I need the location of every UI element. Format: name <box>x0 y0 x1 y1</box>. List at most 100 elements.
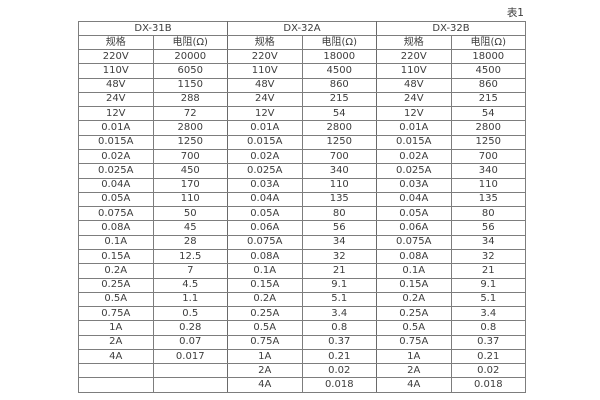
resistance-cell: 6050 <box>152 63 228 79</box>
spec-cell: 2A <box>78 334 154 350</box>
table-row: 2A 0.02 2A 0.02 <box>78 363 527 379</box>
resistance-cell: 32 <box>301 248 378 265</box>
spec-cell: 0.06A <box>376 220 452 236</box>
spec-cell: 12V <box>78 106 154 122</box>
resistance-cell: 0.28 <box>152 320 228 336</box>
group-header-dx32b: DX-32B <box>376 21 527 36</box>
table-row: 0.02A 700 0.02A 700 0.02A 700 <box>78 148 527 165</box>
table-row: 110V 6050 110V 4500 110V 4500 <box>78 63 527 79</box>
spec-cell: 0.06A <box>227 220 303 236</box>
resistance-cell: 700 <box>152 148 228 165</box>
resistance-cell: 0.21 <box>450 348 527 365</box>
spec-cell: 0.025A <box>227 163 303 179</box>
table-row: 0.1A 28 0.075A 34 0.075A 34 <box>78 234 527 250</box>
resistance-cell: 4500 <box>450 63 527 79</box>
table-row: 0.05A 110 0.04A 135 0.04A 135 <box>78 191 527 208</box>
resistance-cell: 0.8 <box>301 320 378 336</box>
resistance-cell: 4.5 <box>152 277 228 293</box>
spec-cell: 0.025A <box>376 163 452 179</box>
resistance-cell <box>152 377 228 393</box>
resistance-cell: 0.07 <box>152 334 228 350</box>
spec-cell: 0.04A <box>78 177 154 193</box>
spec-cell: 1A <box>376 348 452 365</box>
spec-cell: 110V <box>376 63 452 79</box>
spec-cell: 0.25A <box>227 306 303 322</box>
resistance-cell: 18000 <box>450 48 527 65</box>
spec-cell: 4A <box>78 348 154 365</box>
resistance-cell: 32 <box>450 248 527 265</box>
spec-cell: 48V <box>227 77 303 93</box>
table-row: 1A 0.28 0.5A 0.8 0.5A 0.8 <box>78 320 527 336</box>
spec-cell: 0.04A <box>227 191 303 208</box>
spec-cell: 220V <box>376 48 452 65</box>
table-row: 0.75A 0.5 0.25A 3.4 0.25A 3.4 <box>78 306 527 322</box>
table-row: 220V 20000 220V 18000 220V 18000 <box>78 48 527 65</box>
resistance-cell: 12.5 <box>152 248 228 265</box>
resistance-cell: 2800 <box>450 120 527 136</box>
resistance-cell: 215 <box>301 91 378 108</box>
spec-cell: 0.25A <box>376 306 452 322</box>
resistance-cell: 56 <box>301 220 378 236</box>
spec-cell: 0.5A <box>78 291 154 308</box>
table-row: 12V 72 12V 54 12V 54 <box>78 106 527 122</box>
spec-cell: 4A <box>227 377 303 393</box>
spec-cell: 0.75A <box>227 334 303 350</box>
resistance-cell: 170 <box>152 177 228 193</box>
resistance-cell: 135 <box>450 191 527 208</box>
resistance-cell <box>152 363 228 379</box>
spec-cell: 0.5A <box>376 320 452 336</box>
spec-cell: 2A <box>376 363 452 379</box>
spec-cell: 0.075A <box>78 206 154 222</box>
table-row: 2A 0.07 0.75A 0.37 0.75A 0.37 <box>78 334 527 350</box>
resistance-cell: 340 <box>450 163 527 179</box>
resistance-cell: 9.1 <box>301 277 378 293</box>
table-caption: 表1 <box>506 7 524 19</box>
resistance-cell: 50 <box>152 206 228 222</box>
spec-cell: 0.08A <box>376 248 452 265</box>
spec-cell: 0.075A <box>227 234 303 250</box>
spec-cell: 24V <box>376 91 452 108</box>
resistance-cell: 80 <box>450 206 527 222</box>
table-row: 0.015A 1250 0.015A 1250 0.015A 1250 <box>78 134 527 150</box>
resistance-cell: 9.1 <box>450 277 527 293</box>
resistance-cell: 5.1 <box>450 291 527 308</box>
spec-cell: 0.05A <box>227 206 303 222</box>
spec-cell: 4A <box>376 377 452 393</box>
spec-cell: 0.15A <box>376 277 452 293</box>
table-body: 220V 20000 220V 18000 220V 18000 110V 6050 110V 4… <box>78 48 527 393</box>
spec-cell: 12V <box>376 106 452 122</box>
spec-cell: 0.75A <box>78 306 154 322</box>
table-row: 0.04A 170 0.03A 110 0.03A 110 <box>78 177 527 193</box>
resistance-cell: 54 <box>450 106 527 122</box>
resistance-header-dx31b: 电阻(Ω) <box>152 35 228 50</box>
spec-header-dx32b: 规格 <box>376 35 452 50</box>
resistance-cell: 1250 <box>450 134 527 150</box>
spec-cell: 0.015A <box>376 134 452 150</box>
spec-cell: 0.025A <box>78 163 154 179</box>
resistance-cell: 54 <box>301 106 378 122</box>
spec-cell: 0.1A <box>227 263 303 279</box>
spec-cell: 0.04A <box>376 191 452 208</box>
resistance-cell: 0.37 <box>450 334 527 350</box>
spec-cell: 0.075A <box>376 234 452 250</box>
resistance-table: DX-31B DX-32A DX-32B 规格 电阻(Ω) 规格 电阻(Ω) 规… <box>78 21 527 393</box>
table-row: 0.01A 2800 0.01A 2800 0.01A 2800 <box>78 120 527 136</box>
resistance-cell: 450 <box>152 163 228 179</box>
spec-cell: 220V <box>78 48 154 65</box>
resistance-cell: 21 <box>450 263 527 279</box>
table-row: 0.15A 12.5 0.08A 32 0.08A 32 <box>78 248 527 265</box>
resistance-cell: 20000 <box>152 48 228 65</box>
spec-cell: 0.01A <box>376 120 452 136</box>
spec-cell: 0.1A <box>78 234 154 250</box>
table-row: 4A 0.018 4A 0.018 <box>78 377 527 393</box>
resistance-cell: 72 <box>152 106 228 122</box>
table-row: 48V 1150 48V 860 48V 860 <box>78 77 527 93</box>
resistance-cell: 110 <box>301 177 378 193</box>
spec-cell: 0.2A <box>78 263 154 279</box>
resistance-cell: 45 <box>152 220 228 236</box>
spec-cell: 220V <box>227 48 303 65</box>
spec-cell: 0.25A <box>78 277 154 293</box>
resistance-cell: 0.018 <box>450 377 527 393</box>
table-row: 0.25A 4.5 0.15A 9.1 0.15A 9.1 <box>78 277 527 293</box>
